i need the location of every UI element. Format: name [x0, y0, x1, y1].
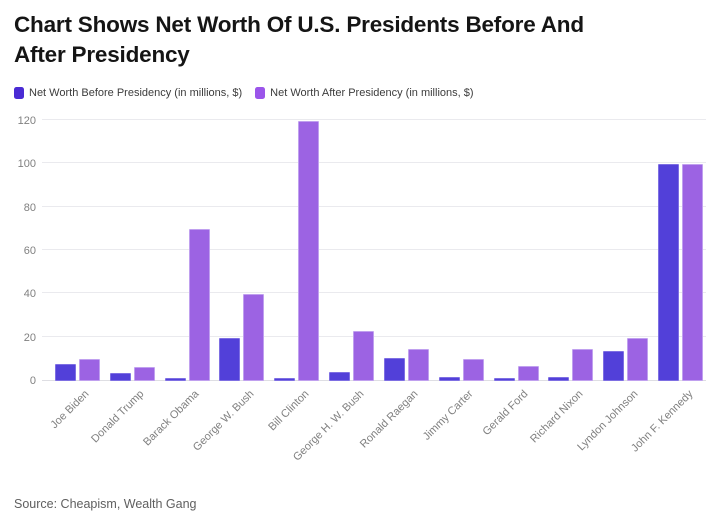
y-tick-label: 0: [29, 375, 36, 387]
y-tick-label: 60: [23, 245, 36, 257]
bar-after-joe-biden: [78, 359, 100, 381]
bar-after-jimmy-carter: [462, 359, 484, 381]
bar-before-barack-obama: [164, 378, 186, 381]
bar-group: [379, 121, 434, 381]
legend-item-before: Net Worth Before Presidency (in millions…: [14, 87, 242, 99]
x-tick-label: Gerald Ford: [480, 388, 531, 438]
bar-chart: 0 20 40 60 80 100 120 Joe Biden Donald Trump Bar…: [0, 115, 720, 490]
bar-before-donald-trump: [109, 372, 131, 381]
x-tick-label: Donald Trump: [89, 388, 147, 446]
bar-before-john-f-kennedy: [658, 164, 680, 381]
bar-before-lyndon-johnson: [603, 350, 625, 381]
y-tick-label: 100: [17, 158, 36, 171]
y-tick-label: 40: [23, 288, 36, 301]
legend-marker-icon: [255, 87, 266, 99]
gridline: [42, 119, 706, 120]
bar-after-george-h-w-bush: [353, 331, 375, 381]
bar-group: [653, 121, 708, 381]
bar-group: [543, 121, 598, 381]
bar-before-george-h-w-bush: [329, 372, 351, 381]
bar-before-george-w-bush: [219, 337, 241, 381]
gridline: [42, 205, 706, 207]
bar-before-richard-nixon: [548, 376, 570, 381]
bar-group: [489, 121, 544, 381]
x-tick-label: Richard Nixon: [528, 388, 586, 446]
legend-item-after: Net Worth After Presidency (in millions,…: [255, 87, 474, 99]
chart-title: Chart Shows Net Worth Of U.S. Presidents…: [14, 12, 584, 67]
bar-group: [50, 121, 105, 381]
x-tick-label: Ronald Raegan: [358, 388, 421, 451]
x-tick-label: Joe Biden: [48, 388, 92, 432]
x-tick-label: George W. Bush: [190, 388, 257, 454]
bar-after-john-f-kennedy: [682, 164, 704, 381]
x-tick-label: Jimmy Carter: [421, 388, 476, 443]
x-tick-label: George H. W. Bush: [290, 388, 367, 464]
bar-group: [105, 121, 160, 381]
bar-group: [160, 121, 215, 381]
bars-area: [46, 121, 704, 381]
gridline: [42, 292, 706, 294]
x-tick-label: John F. Kennedy: [628, 388, 696, 455]
x-tick-label: Bill Clinton: [266, 388, 312, 434]
bar-before-gerald-ford: [493, 378, 515, 381]
bar-group: [214, 121, 269, 381]
bar-before-jimmy-carter: [438, 376, 460, 381]
bar-after-bill-clinton: [298, 121, 320, 381]
source-note: Source: Cheapism, Wealth Gang: [14, 497, 197, 511]
bar-before-bill-clinton: [274, 378, 296, 381]
gridline: [42, 249, 706, 250]
bar-group: [269, 121, 324, 381]
bar-group: [434, 121, 489, 381]
x-tick-label: Lyndon Johnson: [574, 388, 641, 454]
bar-before-joe-biden: [54, 363, 76, 381]
bar-after-barack-obama: [188, 229, 210, 381]
bar-after-gerald-ford: [517, 365, 539, 381]
y-tick-label: 20: [23, 331, 36, 344]
gridline: [42, 162, 706, 164]
bar-after-donald-trump: [133, 366, 155, 381]
legend-label: Net Worth Before Presidency (in millions…: [29, 87, 243, 99]
legend-label: Net Worth After Presidency (in millions,…: [270, 87, 474, 99]
bar-after-richard-nixon: [572, 348, 594, 381]
y-tick-label: 120: [17, 115, 36, 127]
x-tick-label: Barack Obama: [141, 388, 202, 449]
bar-after-lyndon-johnson: [627, 337, 649, 381]
bar-group: [598, 121, 653, 381]
bar-after-george-w-bush: [243, 294, 265, 381]
bar-before-ronald-raegan: [383, 358, 405, 381]
y-tick-label: 80: [23, 201, 36, 214]
legend-marker-icon: [14, 87, 24, 99]
bar-group: [324, 121, 379, 381]
chart-legend: Net Worth Before Presidency (in millions…: [14, 87, 714, 99]
bar-after-ronald-raegan: [407, 348, 429, 381]
